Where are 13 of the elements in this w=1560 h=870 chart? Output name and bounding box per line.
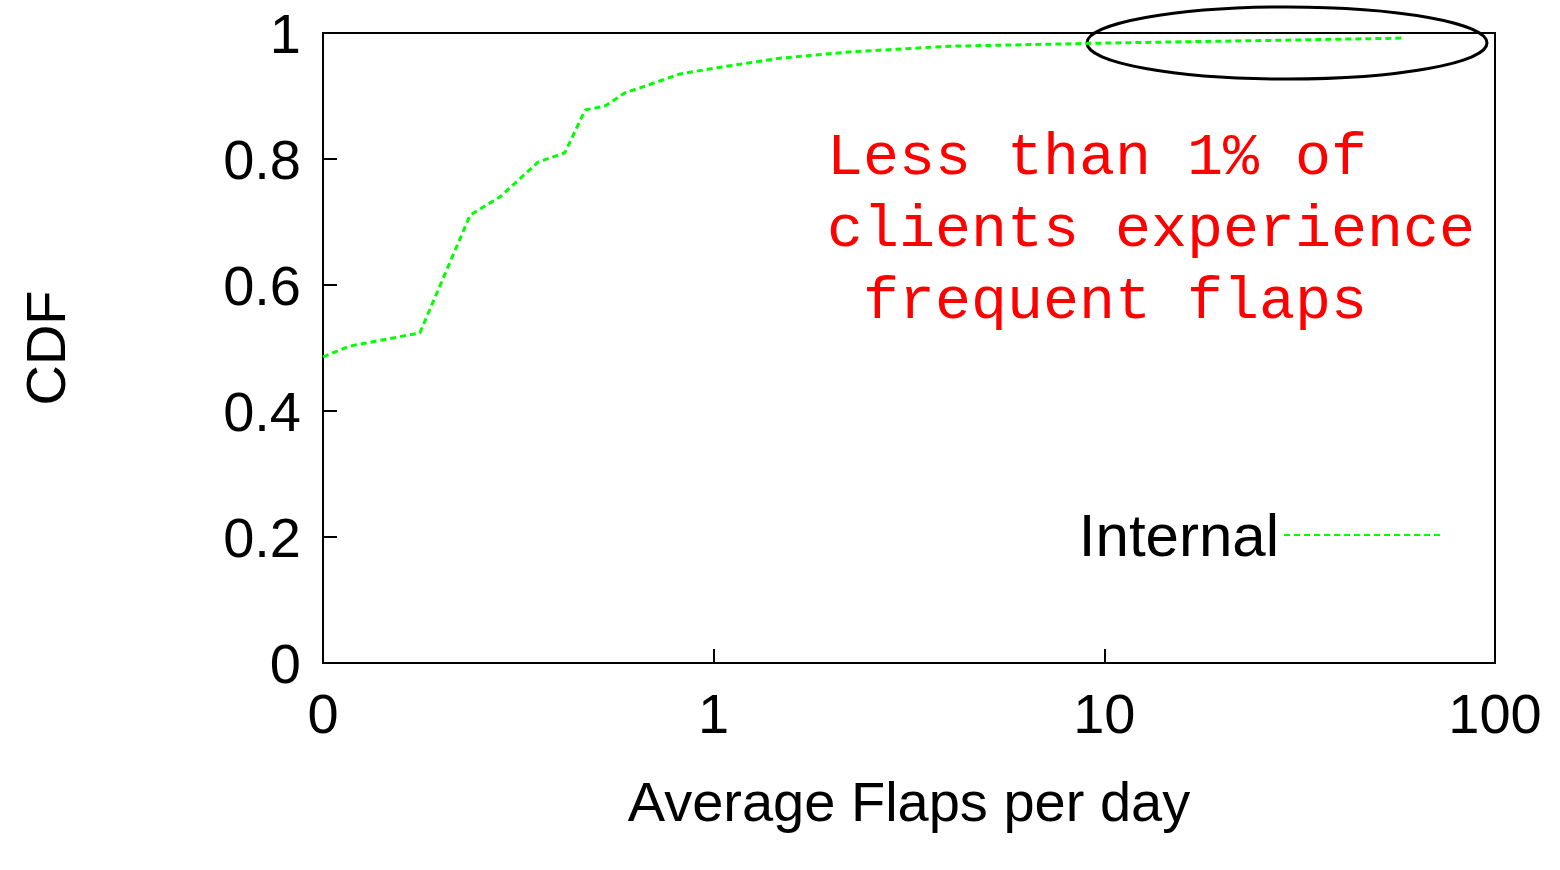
x-axis-title: Average Flaps per day <box>627 769 1191 833</box>
x-tick-label: 1 <box>698 681 730 745</box>
legend-label: Internal <box>1078 501 1279 569</box>
y-tick-label: 0.8 <box>223 127 301 191</box>
y-axis-title: CDF <box>13 290 77 406</box>
x-tick-label: 100 <box>1448 681 1542 745</box>
y-tick-label: 0.2 <box>223 505 301 569</box>
y-tick-label: 0.4 <box>223 379 301 443</box>
x-tick-label: 10 <box>1073 681 1136 745</box>
y-tick-label: 0 <box>269 631 301 695</box>
y-tick-label: 1 <box>269 1 301 65</box>
y-tick-label: 0.6 <box>223 253 301 317</box>
annotation: Less than 1% of clients experience frequent flaps <box>827 124 1476 336</box>
